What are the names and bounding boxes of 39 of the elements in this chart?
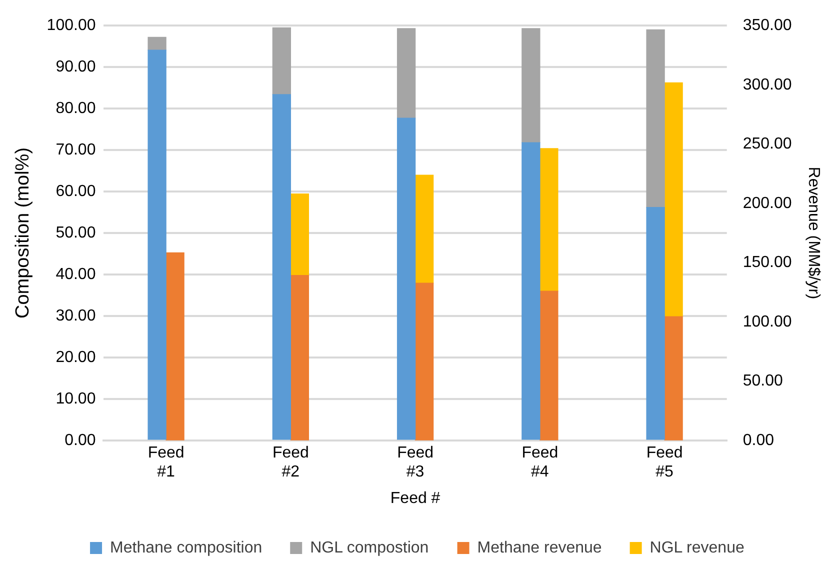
x-tick-label: Feed #2 xyxy=(272,444,309,481)
y-tick-label: 10.00 xyxy=(56,390,96,408)
y2-tick-label: 50.00 xyxy=(742,372,784,390)
bar xyxy=(522,28,540,143)
y-tick-label: 70.00 xyxy=(56,141,96,158)
y2-tick-label: 300.00 xyxy=(742,76,792,94)
y2-axis-title: Revenue (MM$/yr) xyxy=(804,166,822,300)
bar xyxy=(272,94,292,440)
y-tick-label: 100.00 xyxy=(46,17,96,34)
legend-label: Methane revenue xyxy=(477,539,602,556)
y2-tick-label: 350.00 xyxy=(742,17,792,34)
y-tick-label: 60.00 xyxy=(56,182,96,200)
y2-tick-label: 200.00 xyxy=(742,194,792,212)
y2-tick-label: 150.00 xyxy=(742,254,792,272)
x-axis-title: Feed # xyxy=(390,490,440,507)
bar xyxy=(148,50,166,440)
bar xyxy=(272,27,292,95)
y-tick-label: 80.00 xyxy=(56,100,96,117)
bar xyxy=(148,36,166,50)
y2-tick-label: 0.00 xyxy=(742,432,774,449)
y-tick-label: 50.00 xyxy=(56,224,96,242)
y2-tick-label: 250.00 xyxy=(742,136,792,153)
y-tick-label: 20.00 xyxy=(56,348,96,366)
bar xyxy=(396,28,416,118)
y-tick-label: 0.00 xyxy=(64,432,96,449)
y-tick-label: 90.00 xyxy=(56,58,96,76)
legend-label: Methane composition xyxy=(110,539,262,556)
bar xyxy=(290,193,310,276)
legend-label: NGL compostion xyxy=(310,539,429,556)
x-tick-label: Feed #1 xyxy=(148,444,184,481)
x-tick-label: Feed #3 xyxy=(397,444,434,481)
bar xyxy=(396,118,416,440)
x-tick-label: Feed #5 xyxy=(646,444,683,481)
x-tick-label: Feed #4 xyxy=(522,444,558,481)
y2-tick-label: 100.00 xyxy=(742,313,792,330)
legend-label: NGL revenue xyxy=(650,539,744,556)
y-axis-title: Composition (mol%) xyxy=(12,147,34,319)
y-tick-label: 30.00 xyxy=(56,307,96,324)
y-tick-label: 40.00 xyxy=(56,266,96,283)
